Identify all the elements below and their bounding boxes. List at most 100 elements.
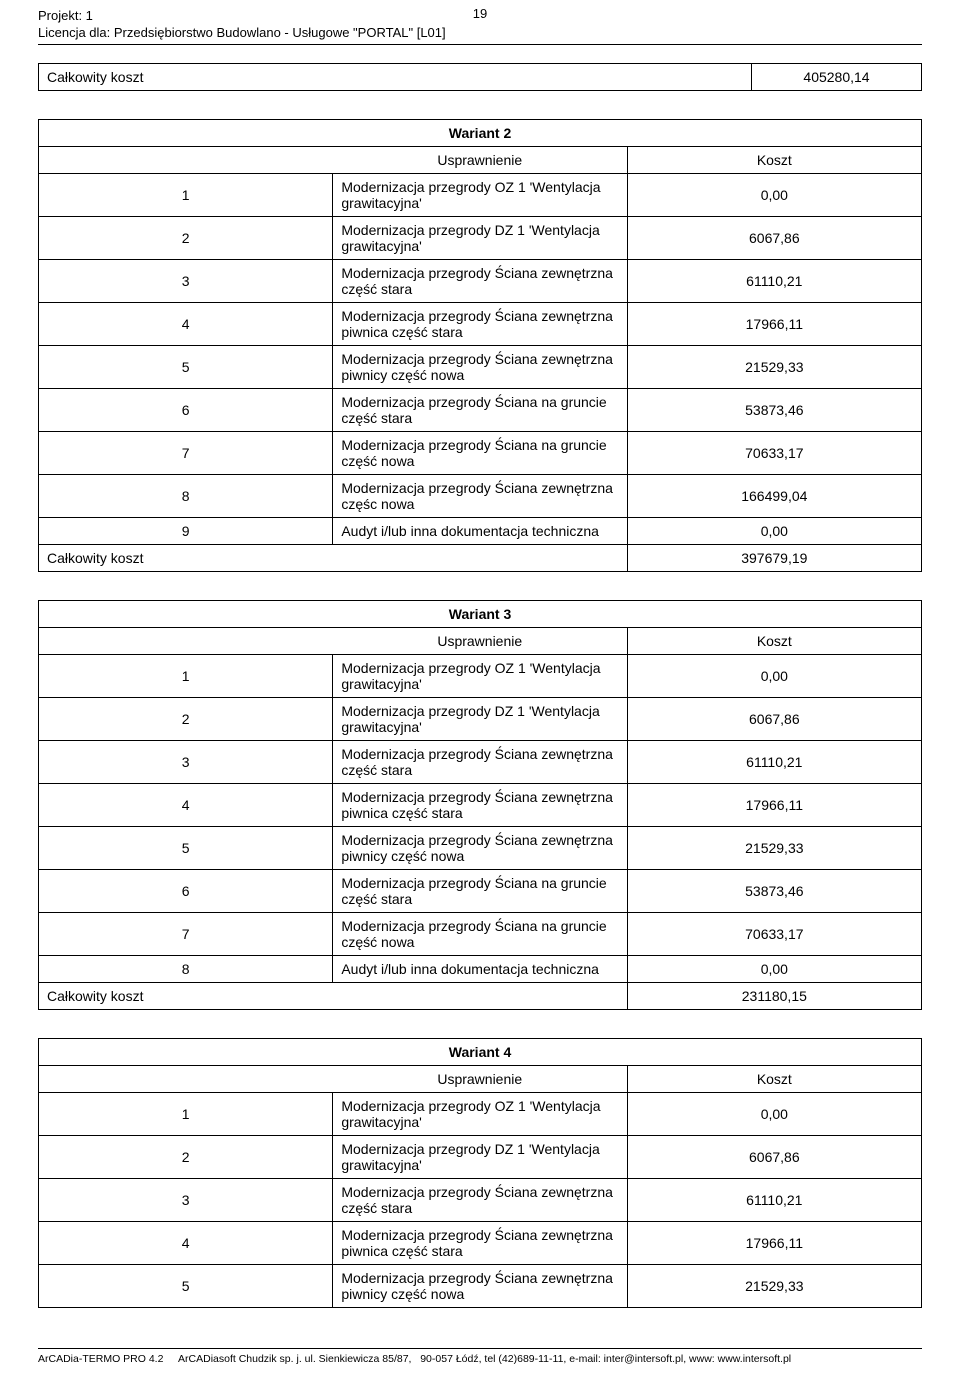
wariant4-row-value: 61110,21 bbox=[627, 1179, 921, 1222]
table-row: 4Modernizacja przegrody Ściana zewnętrzn… bbox=[39, 1222, 922, 1265]
table-row: 2Modernizacja przegrody DZ 1 'Wentylacja… bbox=[39, 1136, 922, 1179]
wariant4-row-desc: Modernizacja przegrody DZ 1 'Wentylacja … bbox=[333, 1136, 627, 1179]
wariant3-koszt-header: Koszt bbox=[627, 628, 921, 655]
wariant3-row-desc: Modernizacja przegrody Ściana zewnętrzna… bbox=[333, 784, 627, 827]
wariant2-blank bbox=[39, 147, 333, 174]
wariant3-row-desc: Modernizacja przegrody Ściana na gruncie… bbox=[333, 913, 627, 956]
wariant2-row-desc: Modernizacja przegrody Ściana zewnętrzna… bbox=[333, 303, 627, 346]
wariant4-row-value: 0,00 bbox=[627, 1093, 921, 1136]
wariant3-total-value: 231180,15 bbox=[627, 983, 921, 1010]
wariant4-row-num: 5 bbox=[39, 1265, 333, 1308]
wariant2-row-value: 17966,11 bbox=[627, 303, 921, 346]
wariant4-row-value: 6067,86 bbox=[627, 1136, 921, 1179]
wariant4-row-num: 3 bbox=[39, 1179, 333, 1222]
wariant2-row-value: 53873,46 bbox=[627, 389, 921, 432]
wariant4-row-desc: Modernizacja przegrody Ściana zewnętrzna… bbox=[333, 1222, 627, 1265]
wariant3-row-num: 1 bbox=[39, 655, 333, 698]
wariant3-row-desc: Modernizacja przegrody Ściana zewnętrzna… bbox=[333, 827, 627, 870]
wariant3-row-num: 8 bbox=[39, 956, 333, 983]
wariant3-usprawnienie-header: Usprawnienie bbox=[333, 628, 627, 655]
table-row: 5Modernizacja przegrody Ściana zewnętrzn… bbox=[39, 1265, 922, 1308]
table-row: 7Modernizacja przegrody Ściana na grunci… bbox=[39, 432, 922, 475]
table-row: 5Modernizacja przegrody Ściana zewnętrzn… bbox=[39, 827, 922, 870]
wariant2-title: Wariant 2 bbox=[39, 120, 922, 147]
table-row: 8Audyt i/lub inna dokumentacja techniczn… bbox=[39, 956, 922, 983]
table-row: 3Modernizacja przegrody Ściana zewnętrzn… bbox=[39, 260, 922, 303]
wariant2-koszt-header: Koszt bbox=[627, 147, 921, 174]
wariant2-row-desc: Modernizacja przegrody DZ 1 'Wentylacja … bbox=[333, 217, 627, 260]
wariant3-row-num: 3 bbox=[39, 741, 333, 784]
wariant2-row-desc: Modernizacja przegrody Ściana zewnętrzna… bbox=[333, 475, 627, 518]
wariant3-row-desc: Audyt i/lub inna dokumentacja techniczna bbox=[333, 956, 627, 983]
footer-text: ArCADia-TERMO PRO 4.2 ArCADiasoft Chudzi… bbox=[38, 1353, 922, 1365]
wariant2-row-value: 166499,04 bbox=[627, 475, 921, 518]
table-row: 4Modernizacja przegrody Ściana zewnętrzn… bbox=[39, 784, 922, 827]
wariant4-row-num: 4 bbox=[39, 1222, 333, 1265]
wariant2-total-value: 397679,19 bbox=[627, 545, 921, 572]
wariant2-row-value: 70633,17 bbox=[627, 432, 921, 475]
wariant3-total-label: Całkowity koszt bbox=[39, 983, 628, 1010]
wariant3-row-desc: Modernizacja przegrody Ściana na gruncie… bbox=[333, 870, 627, 913]
wariant3-row-desc: Modernizacja przegrody DZ 1 'Wentylacja … bbox=[333, 698, 627, 741]
wariant2-row-num: 6 bbox=[39, 389, 333, 432]
top-total-label: Całkowity koszt bbox=[39, 64, 752, 91]
wariant2-row-num: 7 bbox=[39, 432, 333, 475]
table-row: 2Modernizacja przegrody DZ 1 'Wentylacja… bbox=[39, 217, 922, 260]
table-row: 5Modernizacja przegrody Ściana zewnętrzn… bbox=[39, 346, 922, 389]
wariant3-row-value: 61110,21 bbox=[627, 741, 921, 784]
wariant4-title: Wariant 4 bbox=[39, 1039, 922, 1066]
header-licencja: Licencja dla: Przedsiębiorstwo Budowlano… bbox=[38, 25, 922, 40]
wariant2-row-desc: Modernizacja przegrody Ściana na gruncie… bbox=[333, 432, 627, 475]
header-rule bbox=[38, 44, 922, 45]
wariant4-row-num: 2 bbox=[39, 1136, 333, 1179]
wariant4-row-desc: Modernizacja przegrody OZ 1 'Wentylacja … bbox=[333, 1093, 627, 1136]
table-row: 6Modernizacja przegrody Ściana na grunci… bbox=[39, 870, 922, 913]
wariant2-row-num: 4 bbox=[39, 303, 333, 346]
table-row: 9Audyt i/lub inna dokumentacja techniczn… bbox=[39, 518, 922, 545]
table-row: 1Modernizacja przegrody OZ 1 'Wentylacja… bbox=[39, 174, 922, 217]
wariant2-row-num: 2 bbox=[39, 217, 333, 260]
wariant4-row-desc: Modernizacja przegrody Ściana zewnętrzna… bbox=[333, 1179, 627, 1222]
wariant4-table: Wariant 4 Usprawnienie Koszt 1Modernizac… bbox=[38, 1038, 922, 1308]
wariant3-title: Wariant 3 bbox=[39, 601, 922, 628]
wariant4-row-num: 1 bbox=[39, 1093, 333, 1136]
wariant2-row-value: 0,00 bbox=[627, 174, 921, 217]
table-row: 1Modernizacja przegrody OZ 1 'Wentylacja… bbox=[39, 1093, 922, 1136]
wariant4-row-value: 17966,11 bbox=[627, 1222, 921, 1265]
wariant2-total-label: Całkowity koszt bbox=[39, 545, 628, 572]
wariant2-row-num: 8 bbox=[39, 475, 333, 518]
wariant3-row-desc: Modernizacja przegrody Ściana zewnętrzna… bbox=[333, 741, 627, 784]
wariant2-row-num: 5 bbox=[39, 346, 333, 389]
wariant2-table: Wariant 2 Usprawnienie Koszt 1Modernizac… bbox=[38, 119, 922, 572]
wariant3-row-value: 21529,33 bbox=[627, 827, 921, 870]
table-row: 1Modernizacja przegrody OZ 1 'Wentylacja… bbox=[39, 655, 922, 698]
wariant2-row-num: 9 bbox=[39, 518, 333, 545]
wariant2-row-num: 3 bbox=[39, 260, 333, 303]
wariant4-usprawnienie-header: Usprawnienie bbox=[333, 1066, 627, 1093]
table-row: 2Modernizacja przegrody DZ 1 'Wentylacja… bbox=[39, 698, 922, 741]
table-row: 6Modernizacja przegrody Ściana na grunci… bbox=[39, 389, 922, 432]
table-row: 3Modernizacja przegrody Ściana zewnętrzn… bbox=[39, 1179, 922, 1222]
wariant4-koszt-header: Koszt bbox=[627, 1066, 921, 1093]
wariant2-row-desc: Modernizacja przegrody Ściana na gruncie… bbox=[333, 389, 627, 432]
table-row: 3Modernizacja przegrody Ściana zewnętrzn… bbox=[39, 741, 922, 784]
wariant4-blank bbox=[39, 1066, 333, 1093]
wariant3-row-desc: Modernizacja przegrody OZ 1 'Wentylacja … bbox=[333, 655, 627, 698]
wariant2-row-desc: Modernizacja przegrody Ściana zewnętrzna… bbox=[333, 346, 627, 389]
wariant3-row-num: 2 bbox=[39, 698, 333, 741]
page-number: 19 bbox=[473, 6, 487, 21]
wariant3-row-num: 5 bbox=[39, 827, 333, 870]
wariant2-usprawnienie-header: Usprawnienie bbox=[333, 147, 627, 174]
wariant3-row-num: 7 bbox=[39, 913, 333, 956]
wariant3-blank bbox=[39, 628, 333, 655]
wariant3-row-value: 6067,86 bbox=[627, 698, 921, 741]
table-row: 8Modernizacja przegrody Ściana zewnętrzn… bbox=[39, 475, 922, 518]
wariant3-row-num: 4 bbox=[39, 784, 333, 827]
top-total-value: 405280,14 bbox=[752, 64, 922, 91]
footer-rule bbox=[38, 1348, 922, 1349]
wariant3-row-value: 53873,46 bbox=[627, 870, 921, 913]
table-row: 4Modernizacja przegrody Ściana zewnętrzn… bbox=[39, 303, 922, 346]
top-total-table: Całkowity koszt 405280,14 bbox=[38, 63, 922, 91]
wariant2-row-value: 6067,86 bbox=[627, 217, 921, 260]
wariant4-row-value: 21529,33 bbox=[627, 1265, 921, 1308]
